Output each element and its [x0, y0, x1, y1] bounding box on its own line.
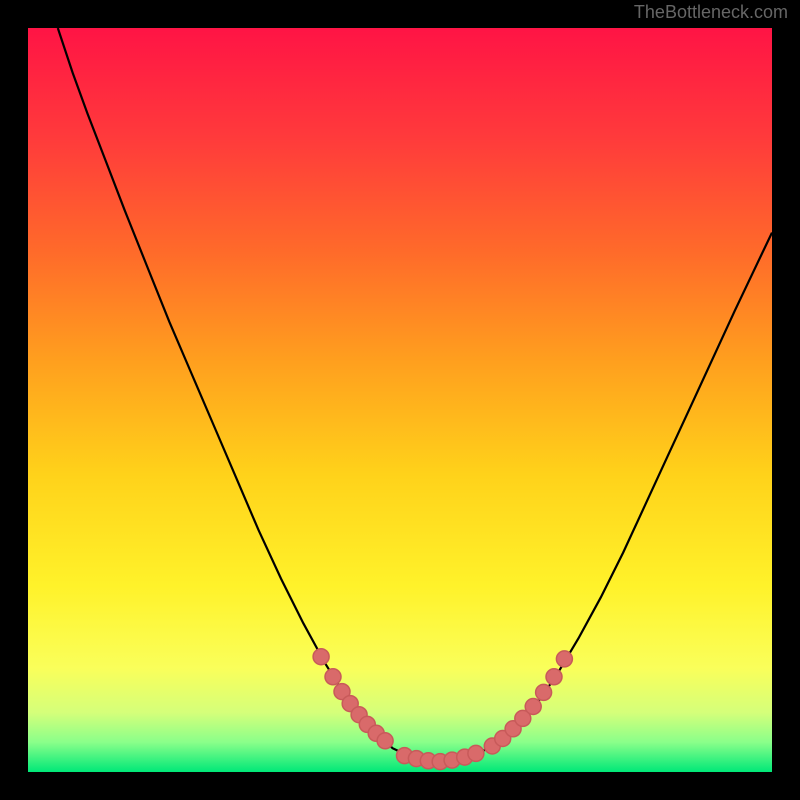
highlight-markers — [28, 28, 772, 772]
watermark-text: TheBottleneck.com — [634, 2, 788, 23]
chart-plot-area — [28, 28, 772, 772]
